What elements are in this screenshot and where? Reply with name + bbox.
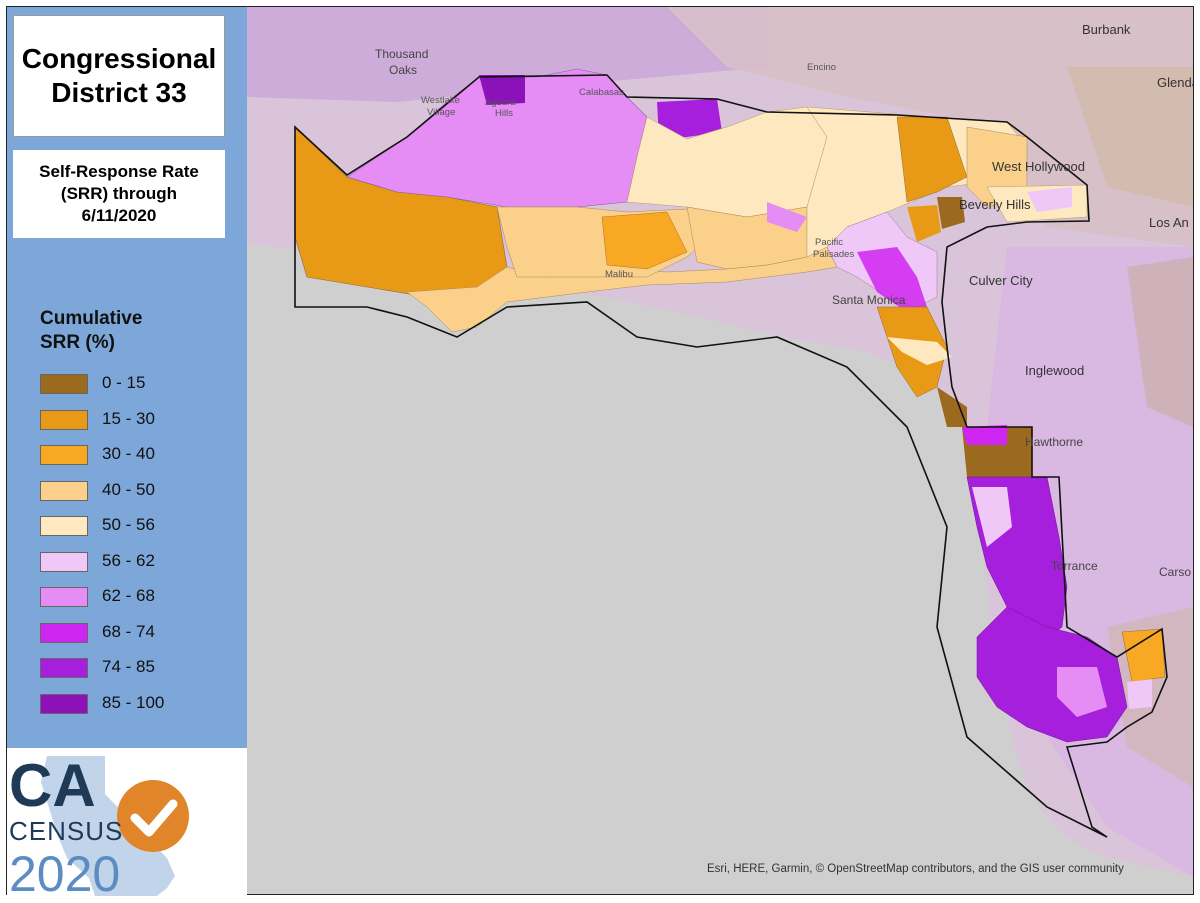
legend-label: 62 - 68 — [102, 586, 155, 605]
subtitle-line-1: Self-Response Rate — [39, 162, 199, 181]
logo-graphic: CA CENSUS 2020 — [9, 752, 189, 896]
logo-census-text: CENSUS — [9, 816, 123, 846]
place-label: Hills — [495, 108, 513, 119]
legend-label: 56 - 62 — [102, 550, 155, 570]
sidebar-panel: Congressional District 33 Self-Response … — [7, 7, 247, 748]
title-box: Congressional District 33 — [13, 15, 225, 137]
legend-title-line-1: Cumulative — [40, 308, 143, 329]
legend-swatch — [40, 516, 88, 536]
legend-label: 85 - 100 — [102, 692, 165, 712]
place-label: Malibu — [605, 269, 633, 280]
place-label: Village — [427, 107, 456, 118]
legend-label: 15 - 30 — [102, 408, 155, 428]
legend-label: 50 - 56 — [102, 515, 155, 534]
legend-item: 0 - 15 — [40, 372, 230, 396]
place-label: Carso — [1159, 565, 1192, 579]
subtitle-box: Self-Response Rate (SRR) through 6/11/20… — [13, 150, 225, 238]
legend-swatch — [40, 587, 88, 607]
legend-swatch — [40, 374, 88, 394]
legend-title-line-2: SRR (%) — [40, 332, 115, 353]
map-title-line-1: Congressional — [21, 43, 217, 74]
legend-item: 15 - 30 — [40, 408, 230, 432]
legend-swatch — [40, 622, 88, 643]
legend-item: 62 - 68 — [40, 585, 230, 609]
legend-swatch — [40, 658, 88, 678]
map-view[interactable]: Burbank Glendal Thousand Oaks Encino Wes… — [247, 7, 1193, 894]
map-canvas — [247, 7, 1193, 894]
place-label: Pacific — [815, 237, 843, 248]
place-label: Hawthorne — [1025, 435, 1084, 449]
legend-swatch — [40, 480, 88, 501]
legend-item: 50 - 56 — [40, 514, 230, 538]
ocean-area — [247, 243, 1193, 894]
legend-label: 74 - 85 — [102, 657, 155, 676]
place-label: Culver City — [969, 273, 1033, 288]
place-label: Agoura — [485, 97, 516, 108]
place-label: Torrance — [1051, 559, 1098, 573]
legend-label: 40 - 50 — [102, 479, 155, 499]
place-label: Encino — [807, 62, 837, 73]
place-label: Santa Monica — [832, 293, 906, 307]
legend-swatch — [40, 551, 88, 572]
legend-item: 40 - 50 — [40, 479, 230, 503]
place-label: Glendal — [1157, 75, 1193, 90]
place-label: Beverly Hills — [959, 197, 1031, 212]
district-boundary — [294, 74, 1168, 838]
place-label: Thousand — [375, 47, 429, 61]
legend-item: 74 - 85 — [40, 656, 230, 680]
subtitle-line-3: 6/11/2020 — [81, 206, 157, 225]
place-label: Burbank — [1082, 22, 1131, 37]
map-attribution: Esri, HERE, Garmin, © OpenStreetMap cont… — [707, 863, 1124, 875]
map-title-line-2: District 33 — [51, 77, 187, 108]
place-label: Los An — [1149, 215, 1189, 230]
legend-label: 30 - 40 — [102, 444, 155, 463]
legend-item: 56 - 62 — [40, 550, 230, 574]
place-label: Calabasas — [579, 87, 624, 98]
legend-item: 85 - 100 — [40, 692, 230, 716]
california-shape-icon — [41, 756, 175, 896]
place-label: Oaks — [389, 63, 418, 77]
legend-title: Cumulative SRR (%) — [40, 307, 230, 355]
legend-swatch — [40, 693, 88, 714]
legend-swatch — [40, 409, 88, 430]
map-figure: Congressional District 33 Self-Response … — [6, 6, 1194, 896]
subtitle-line-2: (SRR) through — [60, 184, 178, 203]
logo-ca-text: CA — [9, 752, 96, 819]
place-label: West Hollywood — [992, 159, 1085, 174]
place-label: Palisades — [813, 249, 855, 260]
check-circle-icon — [117, 780, 189, 852]
legend-label: 0 - 15 — [102, 373, 146, 392]
logo-year-text: 2020 — [9, 846, 120, 896]
ca-census-2020-logo: CA CENSUS 2020 — [7, 748, 247, 896]
legend-swatch — [40, 445, 88, 465]
legend-item: 68 - 74 — [40, 621, 230, 645]
legend-item: 30 - 40 — [40, 443, 230, 467]
place-label: Inglewood — [1025, 363, 1085, 378]
place-label: Westlake — [421, 95, 460, 106]
legend-label: 68 - 74 — [102, 621, 155, 641]
